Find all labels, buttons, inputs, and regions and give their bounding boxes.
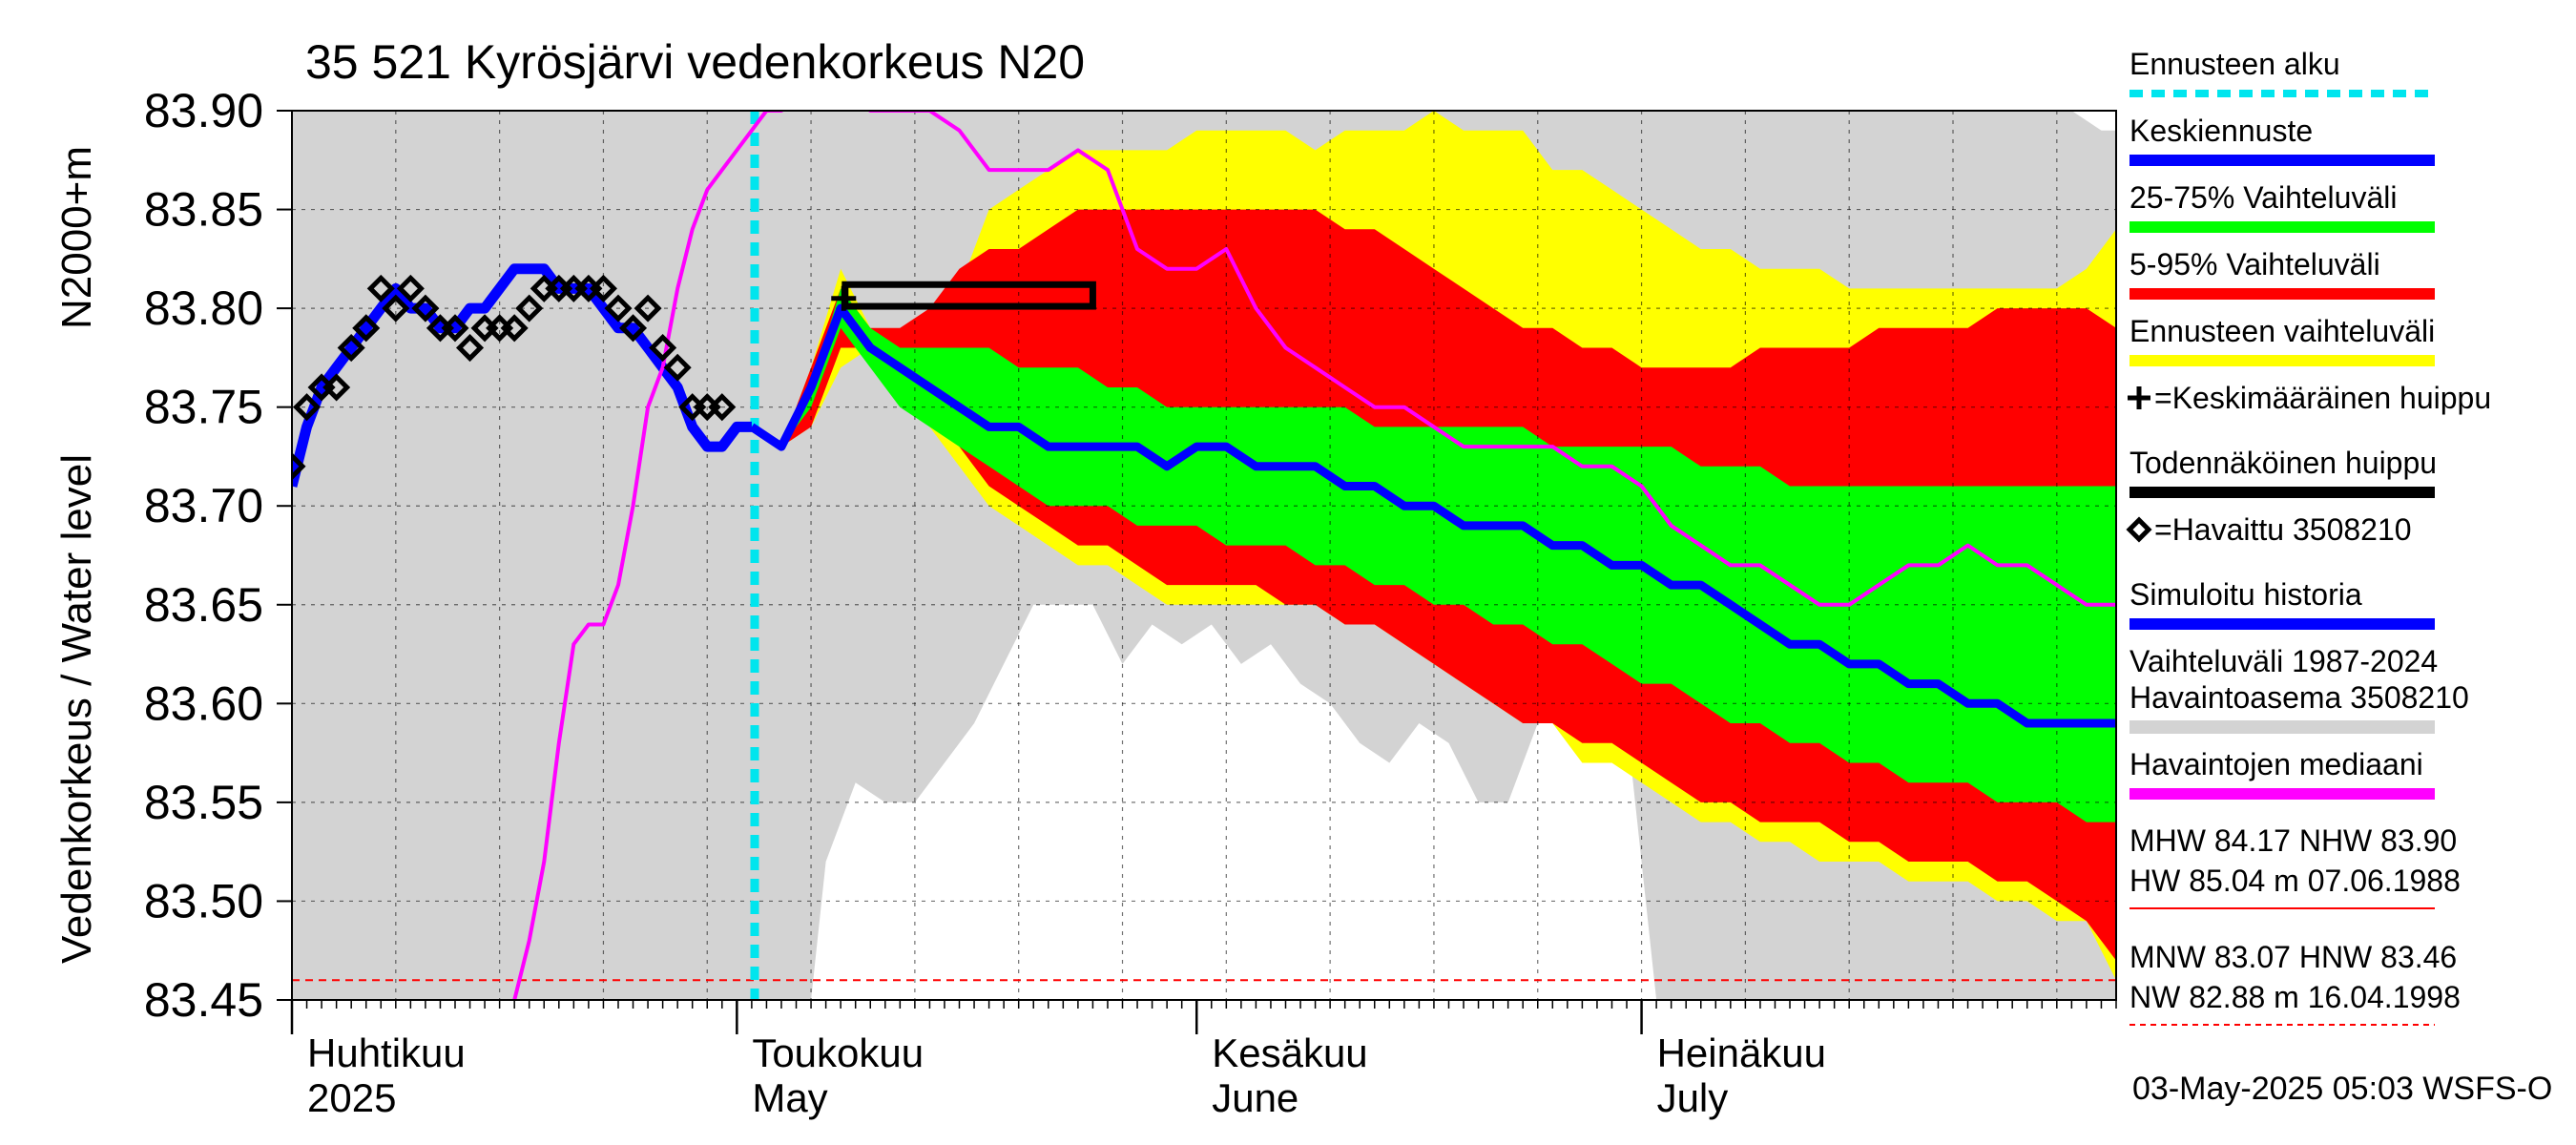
forecast-band-2	[751, 288, 2116, 822]
stats-label: HW 85.04 m 07.06.1988	[2129, 864, 2461, 898]
x-month-label-fi: Toukokuu	[752, 1030, 924, 1075]
observed-point	[663, 353, 692, 382]
x-month-label-fi: Kesäkuu	[1212, 1030, 1367, 1075]
observed-point	[441, 314, 469, 343]
x-month-label-en: June	[1212, 1075, 1298, 1120]
y-tick-label: 83.85	[144, 183, 263, 237]
legend-label: 5-95% Vaihteluväli	[2129, 247, 2380, 281]
x-month-label-en: July	[1657, 1075, 1729, 1120]
legend-label: Havaintoasema 3508210	[2129, 680, 2469, 715]
stats-label: MNW 83.07 HNW 83.46	[2129, 940, 2457, 974]
observed-point	[649, 333, 677, 363]
legend-label: Keskiennuste	[2129, 114, 2313, 148]
legend-label: Ennusteen alku	[2129, 47, 2340, 81]
plot-content	[292, 111, 2116, 1000]
mean-peak-marker	[831, 285, 857, 311]
y-axis-label: Vedenkorkeus / Water level	[53, 454, 100, 964]
observed-point	[366, 274, 395, 302]
y-tick-label: 83.75	[144, 381, 263, 434]
y-tick-label: 83.90	[144, 84, 263, 137]
legend-marker-plus	[2128, 386, 2150, 409]
observed-point	[456, 333, 485, 363]
legend-label: =Havaittu 3508210	[2154, 512, 2412, 547]
observed-point	[293, 393, 322, 422]
y-tick-label: 83.60	[144, 677, 263, 730]
y-tick-label: 83.70	[144, 479, 263, 532]
legend-label: =Keskimääräinen huippu	[2154, 381, 2491, 415]
plot-area	[291, 110, 2117, 1001]
observed-point	[500, 314, 529, 343]
series-line-1	[749, 303, 2116, 728]
observed-point	[382, 294, 410, 323]
x-month-label-en: May	[752, 1075, 827, 1120]
legend-marker-diamond	[2126, 516, 2152, 543]
chart-title: 35 521 Kyrösjärvi vedenkorkeus N20	[305, 35, 1085, 89]
x-month-label-en: 2025	[307, 1075, 396, 1120]
observed-point	[604, 294, 633, 323]
plot-frame	[291, 110, 2117, 1001]
observed-point	[515, 294, 544, 323]
stats-label: NW 82.88 m 16.04.1998	[2129, 980, 2461, 1014]
y-axis: 83.45 83.50 83.55 83.60 83.65 83.70 83.75 83.80…	[144, 84, 292, 1027]
legend: Ennusteen alku Keskiennuste 25-75% Vaihtel…	[2126, 47, 2491, 1026]
x-month-label-fi: Heinäkuu	[1657, 1030, 1826, 1075]
legend-label: Todennäköinen huippu	[2129, 446, 2437, 480]
observed-point	[337, 333, 365, 363]
y-tick-label: 83.50	[144, 874, 263, 927]
observed-point	[411, 294, 440, 323]
footer-timestamp: 03-May-2025 05:03 WSFS-O	[2132, 1071, 2552, 1107]
legend-label: Havaintojen mediaani	[2129, 747, 2423, 781]
legend-label: Simuloitu historia	[2129, 577, 2362, 612]
observed-point	[618, 314, 648, 343]
x-month-label-fi: Huhtikuu	[307, 1030, 466, 1075]
y-tick-label: 83.80	[144, 281, 263, 335]
legend-label: 25-75% Vaihteluväli	[2129, 180, 2397, 215]
observed-point	[352, 314, 381, 343]
observed-point	[322, 373, 351, 402]
legend-label: Ennusteen vaihteluväli	[2129, 314, 2435, 348]
stats-label: MHW 84.17 NHW 83.90	[2129, 823, 2457, 858]
observed-point	[396, 274, 425, 302]
observed-point	[589, 274, 617, 302]
legend-label: Vaihteluväli 1987-2024	[2129, 644, 2438, 678]
observed-point	[708, 393, 737, 422]
y-tick-label: 83.65	[144, 578, 263, 632]
observed-point	[634, 294, 662, 323]
y-tick-label: 83.45	[144, 973, 263, 1027]
y-tick-label: 83.55	[144, 776, 263, 829]
observed-point	[292, 452, 306, 481]
series-line-2	[512, 111, 2116, 1000]
y-axis-unit: N2000+m	[53, 146, 100, 329]
series-line-0	[292, 263, 752, 488]
